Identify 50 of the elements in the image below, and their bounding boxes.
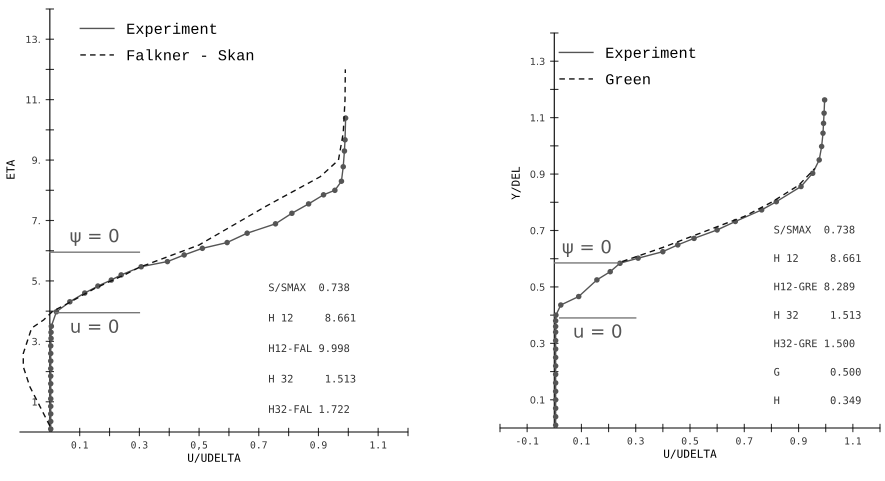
y-tick-label: 1.1: [530, 114, 544, 122]
y-tick-label: 0.9: [530, 170, 545, 178]
y-tick-label: 3.: [32, 338, 40, 346]
x-tick-label: 0.3: [131, 441, 148, 449]
x-tick-label: 0.3: [628, 437, 644, 445]
x-tick-label: 0,5: [190, 441, 208, 450]
x-tick-label: 0.7: [250, 441, 267, 449]
x-tick-label: 0.7: [736, 437, 752, 445]
annotation: u = 0: [574, 324, 622, 338]
annotation: S/SMAX 0.738: [774, 226, 854, 234]
x-axis-title: U/UDELTA: [664, 450, 717, 459]
y-tick-label: 0.5: [530, 283, 544, 291]
x-tick-label: -0.1: [517, 437, 538, 445]
x-tick-label: 0.9: [310, 441, 327, 449]
annotation: H 0.349: [774, 396, 861, 404]
y-tick-label: 9.: [32, 156, 40, 164]
x-tick-label: 0.5: [682, 437, 698, 445]
annotation: H 32 1.513: [269, 374, 356, 383]
y-tick-label: 5.: [32, 278, 40, 285]
y-tick-label: 7.: [32, 217, 40, 224]
y-tick-label: 0.1: [530, 396, 544, 404]
legend-label: Green: [606, 74, 650, 84]
y-tick-label: 0.3: [530, 340, 544, 348]
legend-label: Experiment: [127, 22, 216, 37]
x-tick-label: 0.9: [790, 437, 807, 445]
x-tick-label: 1.1: [370, 441, 386, 448]
annotation: H 12 8.661: [774, 254, 861, 262]
y-axis-title: ETA: [6, 160, 15, 179]
annotation: H32-GRE 1.500: [774, 339, 854, 348]
annotation: H 12 8.661: [269, 314, 356, 322]
annotation: H32-FAL 1.722: [269, 405, 349, 414]
y-tick-label: 13.: [26, 36, 40, 44]
annotation: u = 0: [71, 319, 118, 333]
annotation: S/SMAX 0.738: [269, 283, 350, 292]
y-axis-title: Y/DEL: [512, 166, 521, 200]
annotation: H12-GRE 8.289: [774, 282, 854, 290]
legend-label: Falkner - Skan: [128, 49, 254, 60]
annotation: H12-FAL 9.998: [269, 344, 350, 352]
x-tick-label: 0.1: [72, 441, 88, 449]
annotation: G 0.500: [774, 368, 861, 376]
y-tick-label: 11.: [26, 96, 40, 104]
annotation: ψ = 0: [562, 240, 611, 258]
y-tick-label: 0.7: [530, 226, 544, 234]
annotation: H 32 1.513: [774, 310, 861, 319]
x-axis-title: U/UDELTA: [188, 454, 241, 463]
y-tick-label: 1.3: [530, 58, 544, 66]
x-tick-label: 1.1: [845, 437, 861, 444]
x-tick-label: 0.1: [573, 437, 590, 445]
annotation: ψ = 0: [70, 228, 118, 246]
legend-label: Experiment: [606, 46, 696, 61]
